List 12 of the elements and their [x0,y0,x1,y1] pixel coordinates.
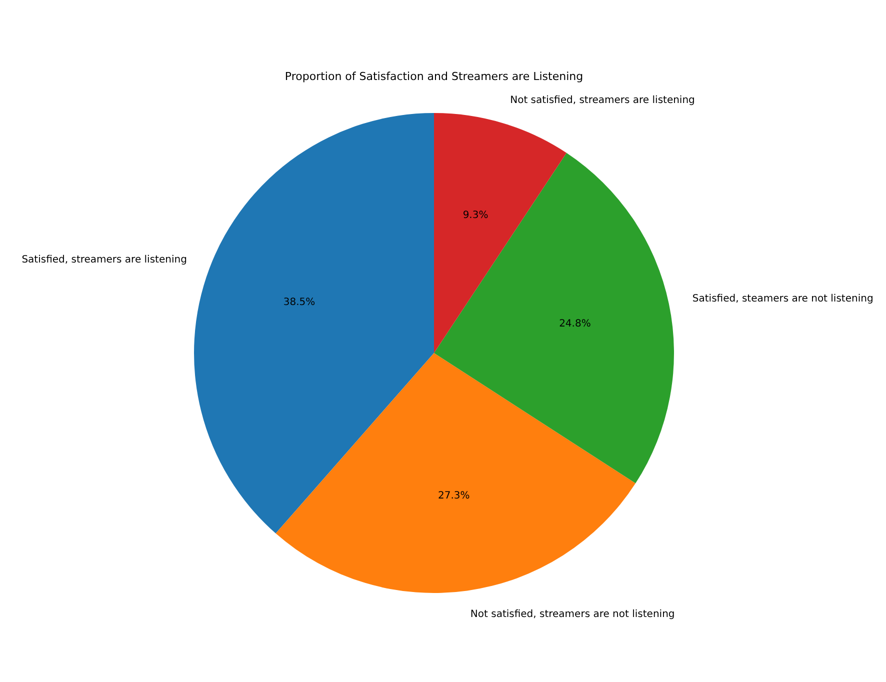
pie-slice [194,113,434,534]
chart-title: Proportion of Satisfaction and Streamers are Listening [284,70,584,83]
slice-label: Satisfied, steamers are not listening [692,294,874,305]
slice-label: Satisfied, streamers are listening [22,254,187,266]
data-label: 27.3% [438,490,470,502]
pie-slice [434,152,674,484]
data-label: 24.8% [559,318,591,330]
slice-label: Not satisfied, streamers are not listening [470,609,675,620]
data-label: 38.5% [283,296,316,308]
slice-label: Not satisfied, streamers are listening [510,94,695,106]
data-label: 9.3% [462,210,488,221]
pie-slice [276,353,636,593]
